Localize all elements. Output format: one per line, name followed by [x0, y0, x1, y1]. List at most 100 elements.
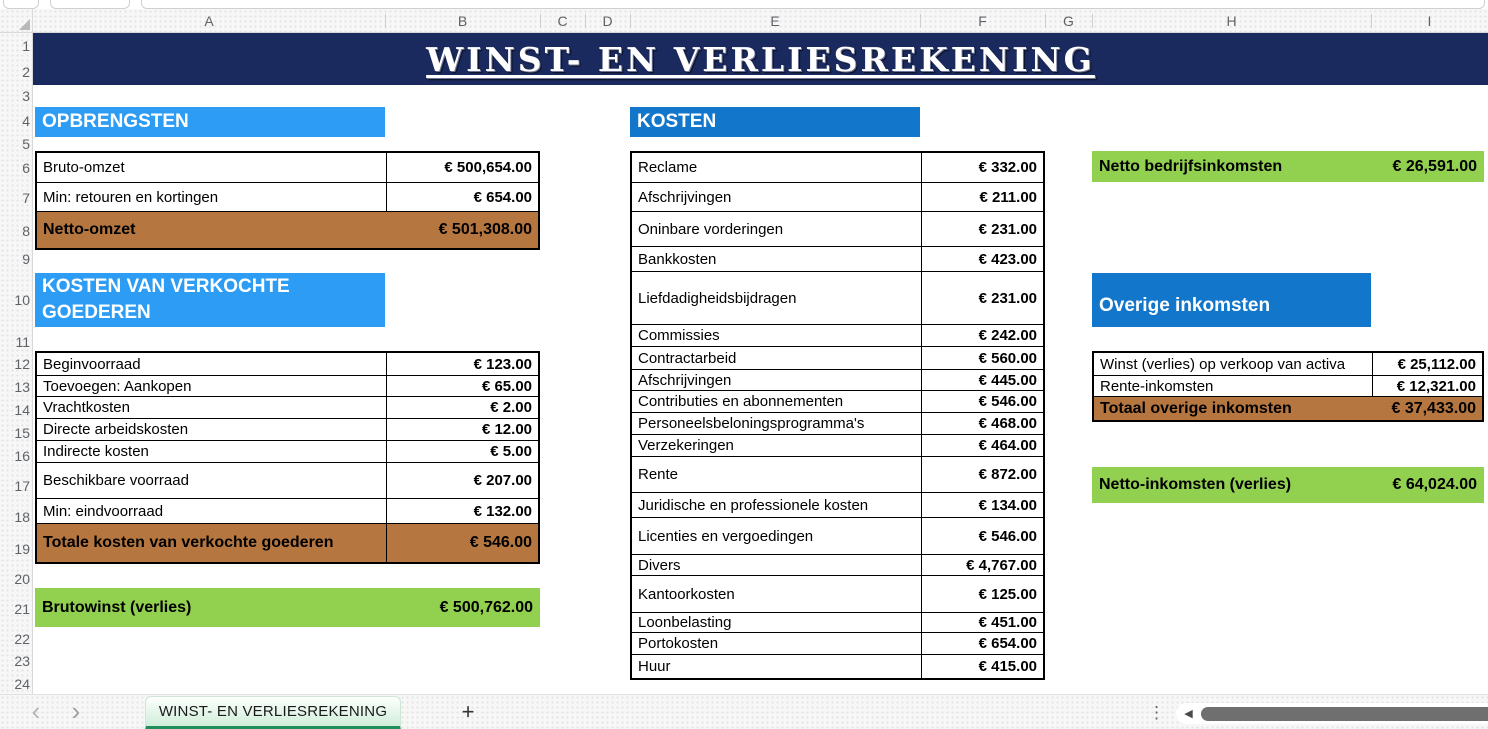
- row-value-cell[interactable]: € 4,767.00: [966, 556, 1037, 574]
- row-header-19[interactable]: 19: [14, 541, 30, 557]
- row-value-cell[interactable]: € 231.00: [978, 220, 1037, 238]
- row-label-cell[interactable]: Contributies en abonnementen: [632, 391, 922, 412]
- row-value-cell[interactable]: € 415.00: [978, 658, 1037, 675]
- netto-inkomsten-bar[interactable]: Netto-inkomsten (verlies) € 64,024.00: [1092, 467, 1484, 503]
- row-label-cell[interactable]: Commissies: [632, 325, 922, 346]
- row-header-1[interactable]: 1: [22, 38, 30, 54]
- column-header-h[interactable]: H: [1226, 13, 1237, 29]
- row-header-18[interactable]: 18: [14, 509, 30, 525]
- row-label-cell[interactable]: Beginvoorraad: [37, 353, 387, 375]
- row-value-cell[interactable]: € 125.00: [978, 585, 1037, 603]
- row-header-4[interactable]: 4: [22, 113, 30, 129]
- row-label-cell[interactable]: Afschrijvingen: [632, 370, 922, 390]
- row-value-cell[interactable]: € 546.00: [978, 393, 1037, 410]
- row-value-cell[interactable]: € 445.00: [978, 371, 1037, 389]
- column-header-a[interactable]: A: [204, 13, 214, 29]
- sheet-options-dots-icon[interactable]: ⋮: [1148, 703, 1165, 722]
- row-value-cell[interactable]: € 25,112.00: [1397, 355, 1476, 373]
- row-value-cell[interactable]: € 654.00: [473, 188, 532, 206]
- row-label-cell[interactable]: Directe arbeidskosten: [37, 419, 387, 440]
- row-label-cell[interactable]: Licenties en vergoedingen: [632, 518, 922, 554]
- scrollbar-thumb[interactable]: [1200, 706, 1488, 721]
- row-header-15[interactable]: 15: [14, 424, 30, 441]
- row-value-cell[interactable]: € 560.00: [978, 349, 1037, 367]
- row-label-cell[interactable]: Bankkosten: [632, 247, 922, 271]
- row-header-20[interactable]: 20: [14, 570, 30, 587]
- row-value-cell[interactable]: € 468.00: [978, 415, 1037, 432]
- row-header-13[interactable]: 13: [14, 379, 30, 395]
- row-value-cell[interactable]: € 37,433.00: [1391, 399, 1476, 417]
- row-header-16[interactable]: 16: [14, 447, 30, 464]
- row-label-cell[interactable]: Min: eindvoorraad: [37, 499, 387, 523]
- row-header-24[interactable]: 24: [14, 675, 30, 692]
- row-value-cell[interactable]: € 12,321.00: [1396, 377, 1476, 395]
- row-value-cell[interactable]: € 546.00: [469, 534, 532, 551]
- row-label-cell[interactable]: Afschrijvingen: [632, 183, 922, 211]
- row-label-cell[interactable]: Vrachtkosten: [37, 397, 387, 418]
- section-header-opbrengsten[interactable]: OPBRENGSTEN: [35, 107, 385, 137]
- row-value-cell[interactable]: € 423.00: [978, 250, 1037, 268]
- column-header-c[interactable]: C: [557, 13, 568, 29]
- row-value-cell[interactable]: € 123.00: [473, 355, 532, 373]
- row-label-cell[interactable]: Netto-omzet: [43, 221, 136, 238]
- row-header-17[interactable]: 17: [14, 477, 30, 494]
- column-header-i[interactable]: I: [1427, 13, 1432, 29]
- row-header-6[interactable]: 6: [22, 159, 30, 176]
- row-label-cell[interactable]: Winst (verlies) op verkoop van activa: [1094, 353, 1373, 375]
- row-label-cell[interactable]: Huur: [632, 655, 922, 678]
- row-label-cell[interactable]: Rente-inkomsten: [1094, 376, 1373, 396]
- row-header-3[interactable]: 3: [22, 88, 30, 104]
- row-label-cell[interactable]: Oninbare vorderingen: [632, 212, 922, 246]
- section-header-overige-inkomsten[interactable]: Overige inkomsten: [1092, 273, 1371, 327]
- row-value-cell[interactable]: € 2.00: [490, 399, 532, 416]
- row-value-cell[interactable]: € 451.00: [978, 614, 1037, 631]
- row-header-9[interactable]: 9: [22, 251, 30, 267]
- row-header-7[interactable]: 7: [22, 190, 30, 206]
- row-label-cell[interactable]: Beschikbare voorraad: [37, 463, 387, 498]
- brutowinst-total-bar[interactable]: Brutowinst (verlies) € 500,762.00: [35, 588, 540, 627]
- add-sheet-button[interactable]: +: [461, 699, 475, 724]
- row-label-cell[interactable]: Rente: [632, 457, 922, 492]
- row-label-cell[interactable]: Liefdadigheidsbijdragen: [632, 272, 922, 324]
- column-header-g[interactable]: G: [1063, 13, 1074, 29]
- row-header-8[interactable]: 8: [22, 223, 30, 239]
- row-header-10[interactable]: 10: [14, 292, 30, 308]
- row-value-cell[interactable]: € 242.00: [978, 327, 1037, 344]
- row-value-cell[interactable]: € 332.00: [978, 159, 1037, 176]
- column-headers[interactable]: A B C D E F G H I: [33, 9, 1488, 33]
- row-value-cell[interactable]: € 211.00: [979, 188, 1037, 206]
- row-label-cell[interactable]: Verzekeringen: [632, 435, 922, 456]
- row-value-cell[interactable]: € 501,308.00: [438, 221, 532, 238]
- row-label-cell[interactable]: Totale kosten van verkochte goederen: [37, 524, 387, 562]
- row-label-cell[interactable]: Contractarbeid: [632, 347, 922, 369]
- report-title-cell[interactable]: WINST- EN VERLIESREKENING: [33, 33, 1488, 85]
- row-header-22[interactable]: 22: [14, 630, 30, 647]
- row-value-cell[interactable]: € 207.00: [473, 472, 532, 489]
- row-value-cell[interactable]: € 464.00: [978, 437, 1037, 454]
- row-label-cell[interactable]: Indirecte kosten: [37, 441, 387, 462]
- section-header-kosten[interactable]: KOSTEN: [630, 107, 920, 137]
- row-label-cell[interactable]: Loonbelasting: [632, 613, 922, 632]
- column-header-e[interactable]: E: [770, 13, 780, 29]
- row-label-cell[interactable]: Toevoegen: Aankopen: [37, 376, 387, 396]
- row-header-5[interactable]: 5: [22, 136, 30, 152]
- select-all-corner[interactable]: [0, 9, 33, 33]
- row-value-cell[interactable]: € 231.00: [978, 289, 1037, 307]
- active-sheet-tab[interactable]: WINST- EN VERLIESREKENING: [145, 696, 401, 729]
- row-label-cell[interactable]: Kantoorkosten: [632, 576, 922, 612]
- row-header-11[interactable]: 11: [15, 333, 30, 350]
- row-label-cell[interactable]: Totaal overige inkomsten: [1100, 399, 1292, 417]
- column-header-b[interactable]: B: [457, 13, 468, 29]
- row-label-cell[interactable]: Portokosten: [632, 633, 922, 654]
- row-label-cell[interactable]: Divers: [632, 555, 922, 575]
- section-header-kosten-verkochte[interactable]: KOSTEN VAN VERKOCHTE GOEDEREN: [35, 273, 385, 327]
- row-header-2[interactable]: 2: [22, 64, 30, 80]
- column-header-d[interactable]: D: [602, 13, 613, 29]
- row-value-cell[interactable]: € 872.00: [978, 466, 1037, 483]
- row-label-cell[interactable]: Reclame: [632, 153, 922, 182]
- row-value-cell[interactable]: € 500,654.00: [444, 159, 532, 176]
- prev-sheet-chevron-icon[interactable]: ‹: [31, 696, 41, 726]
- horizontal-scrollbar[interactable]: ◀: [1176, 703, 1488, 724]
- row-header-23[interactable]: 23: [14, 652, 30, 669]
- row-label-cell[interactable]: Min: retouren en kortingen: [37, 183, 387, 211]
